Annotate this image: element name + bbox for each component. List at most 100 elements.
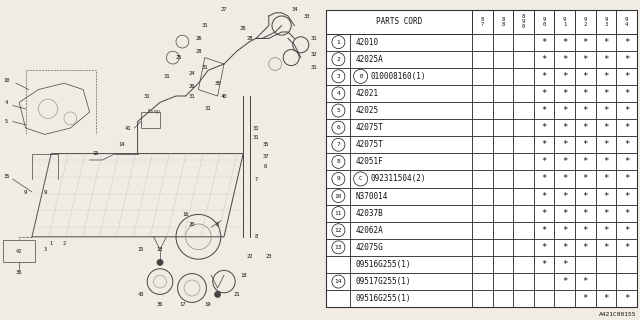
Text: 35: 35 — [3, 173, 10, 179]
Bar — [326, 34, 351, 51]
Bar — [493, 136, 513, 153]
Bar — [554, 51, 575, 68]
Text: *: * — [604, 157, 609, 166]
Bar — [472, 136, 493, 153]
Bar — [351, 256, 472, 273]
Text: *: * — [562, 106, 568, 115]
Bar — [575, 85, 596, 102]
Text: *: * — [624, 226, 629, 235]
Bar — [575, 188, 596, 204]
Bar — [616, 153, 637, 170]
Bar — [326, 170, 351, 188]
Bar — [513, 119, 534, 136]
Text: B: B — [359, 74, 362, 79]
Bar — [351, 102, 472, 119]
Bar — [351, 119, 472, 136]
Text: 42010: 42010 — [355, 38, 378, 47]
Bar — [596, 119, 616, 136]
Bar — [534, 290, 554, 307]
Text: 27: 27 — [221, 7, 227, 12]
Bar — [513, 256, 534, 273]
Bar — [534, 10, 554, 34]
Text: 15: 15 — [93, 151, 99, 156]
Text: 8: 8 — [337, 159, 340, 164]
Bar — [554, 222, 575, 239]
Text: 42051F: 42051F — [355, 157, 383, 166]
Text: *: * — [604, 294, 609, 303]
Text: *: * — [604, 123, 609, 132]
Bar — [472, 170, 493, 188]
Text: 31: 31 — [310, 65, 317, 70]
Bar — [575, 34, 596, 51]
Text: C: C — [359, 176, 362, 181]
Bar — [513, 188, 534, 204]
Bar — [472, 102, 493, 119]
Bar — [493, 102, 513, 119]
Bar — [472, 34, 493, 51]
Bar — [513, 10, 534, 34]
Bar — [575, 136, 596, 153]
Text: *: * — [604, 226, 609, 235]
Text: 6: 6 — [264, 164, 268, 169]
Bar — [493, 170, 513, 188]
Text: 9
2: 9 2 — [584, 17, 587, 27]
Text: *: * — [562, 140, 568, 149]
Text: 5: 5 — [4, 119, 8, 124]
Text: 8
7: 8 7 — [481, 17, 484, 27]
Text: 42075T: 42075T — [355, 140, 383, 149]
Bar — [351, 188, 472, 204]
Text: 28: 28 — [195, 49, 202, 54]
Text: *: * — [624, 38, 629, 47]
Bar — [596, 85, 616, 102]
Bar — [513, 204, 534, 222]
Text: 31: 31 — [253, 125, 259, 131]
Text: 42075G: 42075G — [355, 243, 383, 252]
Text: 7: 7 — [254, 177, 258, 182]
Text: *: * — [604, 209, 609, 218]
Text: 40: 40 — [221, 93, 227, 99]
Text: 09516G255(1): 09516G255(1) — [355, 294, 411, 303]
Text: 42025A: 42025A — [355, 55, 383, 64]
Text: 09517G255(1): 09517G255(1) — [355, 277, 411, 286]
Bar — [326, 153, 351, 170]
Bar — [351, 34, 472, 51]
Bar — [554, 34, 575, 51]
Bar — [596, 68, 616, 85]
Text: *: * — [624, 243, 629, 252]
Circle shape — [214, 291, 221, 298]
Bar — [326, 188, 351, 204]
Bar — [472, 68, 493, 85]
Circle shape — [157, 259, 163, 266]
Text: *: * — [541, 55, 547, 64]
Text: *: * — [541, 38, 547, 47]
Bar — [326, 102, 351, 119]
Bar — [472, 273, 493, 290]
Text: 13: 13 — [157, 247, 163, 252]
Bar — [575, 51, 596, 68]
Bar — [351, 136, 472, 153]
Bar — [575, 68, 596, 85]
Bar — [554, 239, 575, 256]
Bar — [472, 188, 493, 204]
Bar — [326, 136, 351, 153]
Bar — [554, 68, 575, 85]
Text: 9
4: 9 4 — [625, 17, 628, 27]
Bar — [351, 222, 472, 239]
Bar — [493, 119, 513, 136]
Bar — [351, 170, 472, 188]
Bar — [596, 34, 616, 51]
Bar — [534, 188, 554, 204]
Text: 31: 31 — [205, 106, 211, 111]
Text: *: * — [541, 226, 547, 235]
Text: 9: 9 — [43, 189, 47, 195]
Bar — [513, 85, 534, 102]
Text: 42062A: 42062A — [355, 226, 383, 235]
Text: *: * — [624, 157, 629, 166]
Text: *: * — [582, 243, 588, 252]
Bar — [554, 136, 575, 153]
Bar — [351, 51, 472, 68]
Bar — [326, 204, 351, 222]
Text: 36: 36 — [157, 301, 163, 307]
Text: *: * — [624, 55, 629, 64]
Bar — [472, 51, 493, 68]
